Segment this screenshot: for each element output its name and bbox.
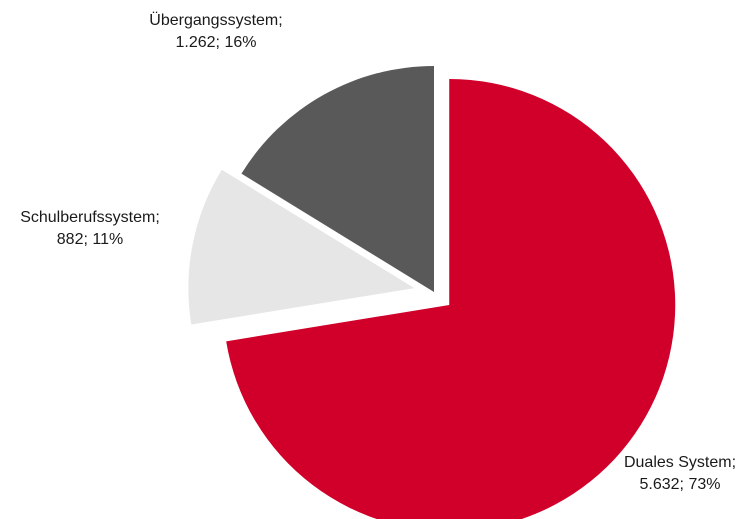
pie-slice-duales-system	[226, 78, 676, 519]
pie-slice-übergangssystem	[241, 66, 434, 292]
slice-label-line: 5.632; 73%	[640, 476, 721, 493]
slice-label-schulberufssystem: Schulberufssystem; 882; 11%	[20, 209, 160, 248]
slice-label-line: Übergangssystem;	[149, 11, 282, 29]
pie-slice-schulberufssystem	[188, 169, 415, 325]
slice-label-line: Duales System;	[624, 454, 736, 471]
slice-label-übergangssystem: Übergangssystem; 1.262; 16%	[149, 11, 282, 51]
slice-label-line: 1.262; 16%	[176, 34, 257, 51]
slice-label-line: Schulberufssystem;	[20, 209, 160, 226]
slice-label-line: 882; 11%	[57, 231, 123, 248]
slice-label-duales-system: Duales System; 5.632; 73%	[624, 454, 736, 493]
